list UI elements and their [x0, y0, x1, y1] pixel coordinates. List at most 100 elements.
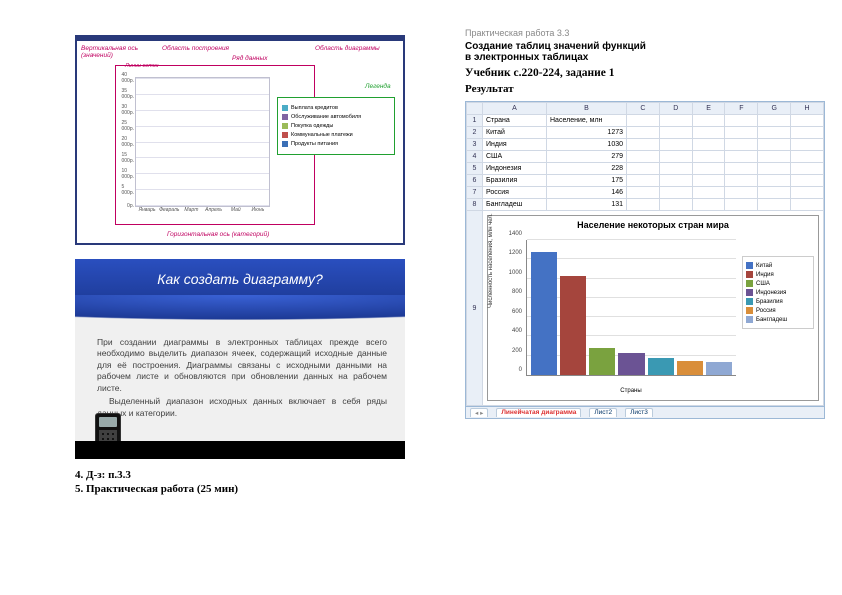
col-C[interactable]: C — [627, 103, 660, 115]
cell[interactable] — [659, 115, 692, 127]
cell[interactable]: 175 — [547, 175, 627, 187]
cell[interactable] — [791, 199, 824, 211]
legend-item: Индия — [746, 271, 810, 278]
legend-item: Индонезия — [746, 289, 810, 296]
cell[interactable]: Страна — [483, 115, 547, 127]
cell[interactable] — [758, 199, 791, 211]
cell[interactable] — [659, 127, 692, 139]
cell[interactable] — [725, 163, 758, 175]
cell[interactable] — [791, 139, 824, 151]
cell[interactable]: Индия — [483, 139, 547, 151]
column-header-row: A B C D E F G H — [467, 103, 824, 115]
cell[interactable] — [791, 151, 824, 163]
col-G[interactable]: G — [758, 103, 791, 115]
cell[interactable]: Китай — [483, 127, 547, 139]
cell[interactable] — [692, 199, 725, 211]
chart-title: Население некоторых стран мира — [488, 220, 818, 230]
cell[interactable] — [725, 151, 758, 163]
cell[interactable] — [758, 115, 791, 127]
cell[interactable] — [725, 139, 758, 151]
label-vertical-axis: Вертикальная ось (значений) — [81, 45, 138, 59]
cell[interactable] — [758, 187, 791, 199]
sheet-tab-2[interactable]: Лист2 — [589, 408, 617, 417]
col-B[interactable]: B — [547, 103, 627, 115]
cell[interactable] — [659, 187, 692, 199]
table-row: 6Бразилия175 — [467, 175, 824, 187]
footer-line-1: 4. Д-з: п.3.3 — [75, 469, 405, 481]
bar — [560, 276, 586, 375]
cell[interactable] — [659, 151, 692, 163]
cell[interactable]: 146 — [547, 187, 627, 199]
col-H[interactable]: H — [791, 103, 824, 115]
cell[interactable] — [791, 115, 824, 127]
footer-line-2: 5. Практическая работа (25 мин) — [75, 483, 405, 495]
cell[interactable] — [627, 151, 660, 163]
legend-item: Коммунальные платежи — [282, 132, 390, 138]
cell[interactable] — [791, 175, 824, 187]
cell[interactable] — [758, 127, 791, 139]
cell[interactable] — [659, 163, 692, 175]
cell[interactable]: США — [483, 151, 547, 163]
cell[interactable] — [725, 127, 758, 139]
label-legend: Легенда — [365, 83, 391, 90]
cell[interactable] — [791, 163, 824, 175]
sheet-tab-3[interactable]: Лист3 — [625, 408, 653, 417]
cell[interactable] — [758, 175, 791, 187]
table-row: 1СтранаНаселение, млн — [467, 115, 824, 127]
slide-annotated-chart: Вертикальная ось (значений) Область пост… — [75, 35, 405, 245]
cell[interactable] — [692, 151, 725, 163]
cell[interactable] — [627, 127, 660, 139]
slide1-legend: Выплата кредитовОбслуживание автомобиляП… — [277, 97, 395, 155]
cell[interactable] — [692, 115, 725, 127]
cell[interactable] — [758, 163, 791, 175]
cell[interactable] — [692, 187, 725, 199]
cell[interactable] — [627, 199, 660, 211]
cell[interactable] — [725, 115, 758, 127]
legend-item: Бразилия — [746, 298, 810, 305]
left-footer-text: 4. Д-з: п.3.3 5. Практическая работа (25… — [75, 469, 405, 495]
cell[interactable] — [692, 139, 725, 151]
slide1-plot-area: 40 000р.35 000р.30 000р.25 000р.20 000р.… — [135, 77, 270, 207]
cell[interactable] — [627, 115, 660, 127]
col-D[interactable]: D — [659, 103, 692, 115]
legend-item: Обслуживание автомобиля — [282, 114, 390, 120]
cell[interactable] — [627, 139, 660, 151]
label-chart-area: Область диаграммы — [315, 45, 380, 52]
cell[interactable] — [659, 139, 692, 151]
cell[interactable]: Россия — [483, 187, 547, 199]
cell[interactable] — [627, 163, 660, 175]
cell[interactable]: 1030 — [547, 139, 627, 151]
slide2-title: Как создать диаграмму? — [75, 271, 405, 287]
cell[interactable] — [791, 187, 824, 199]
cell[interactable] — [659, 199, 692, 211]
cell[interactable]: Индонезия — [483, 163, 547, 175]
sheet-tab-1[interactable]: Линейчатая диаграмма — [496, 408, 581, 417]
slide2-para1: При создании диаграммы в электронных таб… — [97, 337, 387, 394]
cell[interactable] — [627, 175, 660, 187]
table-row: 2Китай1273 — [467, 127, 824, 139]
cell[interactable] — [692, 127, 725, 139]
cell[interactable]: Население, млн — [547, 115, 627, 127]
cell[interactable] — [758, 151, 791, 163]
col-F[interactable]: F — [725, 103, 758, 115]
chart-xlabel: Страны — [526, 388, 736, 394]
col-A[interactable]: A — [483, 103, 547, 115]
cell[interactable]: Бразилия — [483, 175, 547, 187]
cell[interactable] — [659, 175, 692, 187]
legend-item: Выплата кредитов — [282, 105, 390, 111]
cell[interactable]: 228 — [547, 163, 627, 175]
cell[interactable] — [791, 127, 824, 139]
cell[interactable]: 131 — [547, 199, 627, 211]
col-E[interactable]: E — [692, 103, 725, 115]
legend-item: Бангладеш — [746, 316, 810, 323]
cell[interactable] — [725, 175, 758, 187]
cell[interactable]: Бангладеш — [483, 199, 547, 211]
cell[interactable]: 279 — [547, 151, 627, 163]
cell[interactable] — [692, 175, 725, 187]
cell[interactable] — [758, 139, 791, 151]
cell[interactable] — [725, 199, 758, 211]
cell[interactable] — [725, 187, 758, 199]
cell[interactable] — [627, 187, 660, 199]
cell[interactable] — [692, 163, 725, 175]
cell[interactable]: 1273 — [547, 127, 627, 139]
